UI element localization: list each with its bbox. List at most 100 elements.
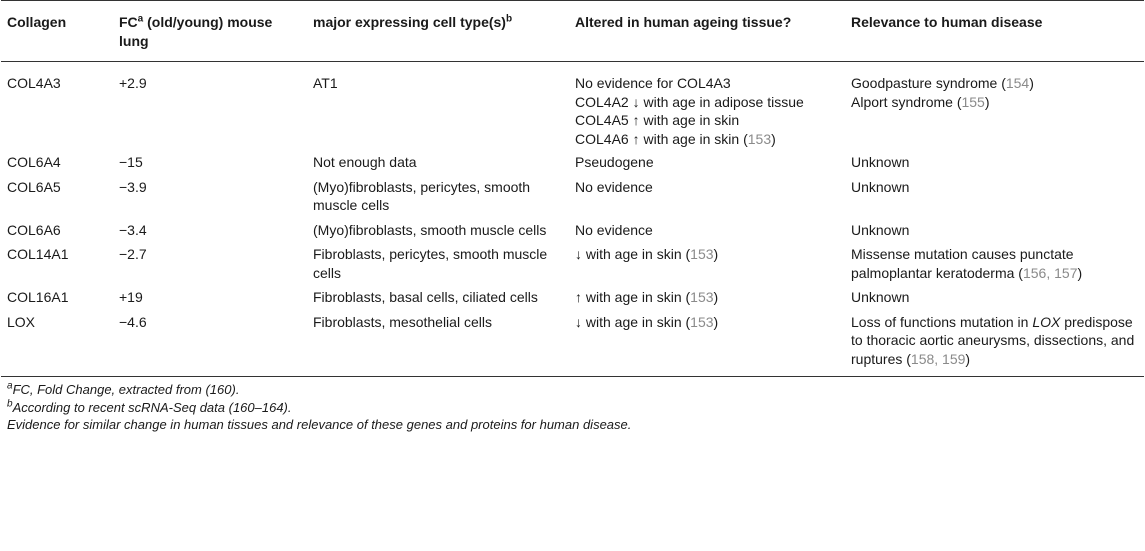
cell-fold-change: +19 — [119, 289, 143, 305]
header-cell-type: major expressing cell type(s)b — [307, 0, 569, 62]
cell-gene: COL14A1 — [7, 246, 69, 262]
citation-ref[interactable]: 153 — [690, 313, 714, 330]
cell-altered: ↓ with age in skin (153) — [569, 309, 845, 377]
relevance-close: ) — [1077, 264, 1083, 281]
cell-altered: No evidence for COL4A3 COL4A2 ↓ with age … — [569, 62, 845, 151]
altered-close: ) — [713, 289, 719, 305]
relevance-line: Unknown — [851, 178, 1138, 197]
cell-cell-type: Fibroblasts, mesothelial cells — [307, 309, 569, 377]
header-cell-footnote-mark: b — [505, 13, 513, 25]
relevance-close: ) — [965, 350, 971, 367]
cell-relevance: Unknown — [845, 285, 1144, 310]
cell-gene: COL4A3 — [7, 75, 61, 91]
footnote-a-mark: a — [7, 380, 13, 392]
relevance-text: Loss of functions mutation in — [851, 313, 1033, 330]
cell-relevance: Unknown — [845, 150, 1144, 175]
footnote-a-text: FC, Fold Change, extracted from (160). — [12, 382, 240, 397]
altered-text: No evidence for COL4A3 — [575, 75, 731, 91]
cell-relevance: Unknown — [845, 218, 1144, 243]
table-row: LOX −4.6 Fibroblasts, mesothelial cells ↓ w… — [1, 309, 1144, 377]
altered-line: ↑ with age in skin (153) — [575, 288, 839, 307]
altered-line: Pseudogene — [575, 153, 839, 172]
header-cell-label: major expressing cell type(s) — [313, 14, 506, 30]
citation-ref[interactable]: 153 — [747, 130, 772, 147]
header-fc-footnote-mark: a — [137, 13, 144, 25]
altered-line: No evidence — [575, 221, 839, 240]
table-row: COL14A1 −2.7 Fibroblasts, pericytes, smoot… — [1, 242, 1144, 285]
header-row: Collagen FCa (old/young) mouse lung majo… — [1, 0, 1144, 62]
cell-gene: COL16A1 — [7, 289, 69, 305]
altered-text: ↓ with age in skin ( — [575, 313, 691, 330]
citation-ref[interactable]: 154 — [1005, 75, 1030, 91]
cell-cell-type: Fibroblasts, basal cells, ciliated cells — [313, 289, 538, 305]
citation-ref[interactable]: 156, 157 — [1022, 264, 1078, 281]
header-fc-rest: (old/young) mouse lung — [119, 14, 273, 49]
cell-fold-change: −3.4 — [119, 221, 147, 238]
cell-cell-type: Fibroblasts, pericytes, smooth muscle ce… — [313, 246, 548, 281]
cell-cell-type: (Myo)fibroblasts, pericytes, smooth musc… — [313, 178, 531, 214]
relevance-line: Goodpasture syndrome (154) — [851, 74, 1138, 93]
citation-ref[interactable]: 153 — [690, 246, 714, 262]
altered-text: COL4A6 ↑ with age in skin ( — [575, 130, 748, 147]
citation-ref[interactable]: 153 — [690, 289, 714, 305]
citation-ref[interactable]: 155 — [961, 93, 985, 110]
cell-fold-change: +2.9 — [119, 75, 147, 91]
cell-altered: ↓ with age in skin (153) — [569, 242, 845, 285]
cell-cell-type: (Myo)fibroblasts, smooth muscle cells — [313, 221, 547, 238]
cell-altered: No evidence — [569, 175, 845, 218]
cell-gene: COL6A4 — [7, 154, 61, 170]
relevance-text: Alport syndrome ( — [851, 93, 962, 110]
header-altered: Altered in human ageing tissue? — [569, 0, 845, 62]
relevance-text: Goodpasture syndrome ( — [851, 75, 1006, 91]
cell-relevance: Loss of functions mutation in LOX predis… — [845, 309, 1144, 377]
footnote-b-mark: b — [7, 398, 13, 410]
table-notes: aFC, Fold Change, extracted from (160). … — [1, 381, 1145, 434]
cell-altered: ↑ with age in skin (153) — [569, 285, 845, 310]
citation-ref[interactable]: 158, 159 — [910, 350, 966, 367]
altered-line: No evidence for COL4A3 — [575, 74, 839, 93]
cell-gene: COL6A6 — [7, 221, 61, 238]
header-collagen: Collagen — [1, 0, 113, 62]
cell-relevance: Unknown — [845, 175, 1144, 218]
altered-line: No evidence — [575, 178, 839, 197]
altered-line: COL4A2 ↓ with age in adipose tissue — [575, 93, 839, 112]
table-row: COL6A6 −3.4 (Myo)fibroblasts, smooth muscl… — [1, 218, 1144, 243]
cell-fold-change: −2.7 — [119, 246, 147, 262]
table-row: COL16A1 +19 Fibroblasts, basal cells, cili… — [1, 285, 1144, 310]
footnote-b: bAccording to recent scRNA-Seq data (160… — [7, 399, 1145, 417]
altered-close: ) — [771, 130, 776, 147]
altered-line: COL4A6 ↑ with age in skin (153) — [575, 130, 839, 149]
header-relevance: Relevance to human disease — [845, 0, 1144, 62]
cell-cell-type: Not enough data — [313, 154, 417, 170]
relevance-text: Unknown — [851, 154, 910, 170]
altered-text: COL4A2 ↓ with age in adipose tissue — [575, 93, 804, 110]
altered-text: ↑ with age in skin ( — [575, 289, 691, 305]
collagen-table: Collagen FCa (old/young) mouse lung majo… — [1, 0, 1144, 377]
relevance-line: Unknown — [851, 288, 1138, 307]
table-row: COL6A5 −3.9 (Myo)fibroblasts, pericytes, s… — [1, 175, 1144, 218]
table-body: COL4A3 +2.9 AT1 No evidence for COL4A3 COL4A… — [1, 62, 1144, 377]
table-row: COL6A4 −15 Not enough data Pseudogene Unknow… — [1, 150, 1144, 175]
cell-altered: No evidence — [569, 218, 845, 243]
altered-line: COL4A5 ↑ with age in skin — [575, 111, 839, 130]
relevance-text: predispose to thoracic aortic aneurysms,… — [851, 313, 1135, 367]
relevance-line: Unknown — [851, 221, 1138, 240]
relevance-close: ) — [984, 93, 990, 110]
cell-relevance: Missense mutation causes punctate palmop… — [845, 242, 1144, 285]
altered-text: No evidence — [575, 178, 653, 195]
table-header: Collagen FCa (old/young) mouse lung majo… — [1, 0, 1144, 62]
cell-relevance: Goodpasture syndrome (154) Alport syndrom… — [845, 62, 1144, 151]
altered-text: No evidence — [575, 221, 653, 238]
cell-fold-change: −3.9 — [119, 178, 147, 195]
table-row: COL4A3 +2.9 AT1 No evidence for COL4A3 COL4A… — [1, 62, 1144, 151]
footnote-a: aFC, Fold Change, extracted from (160). — [7, 381, 1145, 399]
altered-close: ) — [713, 313, 719, 330]
cell-fold-change: −4.6 — [113, 309, 307, 377]
relevance-text: Unknown — [851, 289, 910, 305]
relevance-line: Unknown — [851, 153, 1138, 172]
relevance-text: Unknown — [851, 178, 910, 195]
relevance-line: Missense mutation causes punctate palmop… — [851, 245, 1138, 282]
cell-gene: COL6A5 — [7, 178, 61, 195]
relevance-text: Missense mutation causes punctate palmop… — [851, 246, 1074, 281]
